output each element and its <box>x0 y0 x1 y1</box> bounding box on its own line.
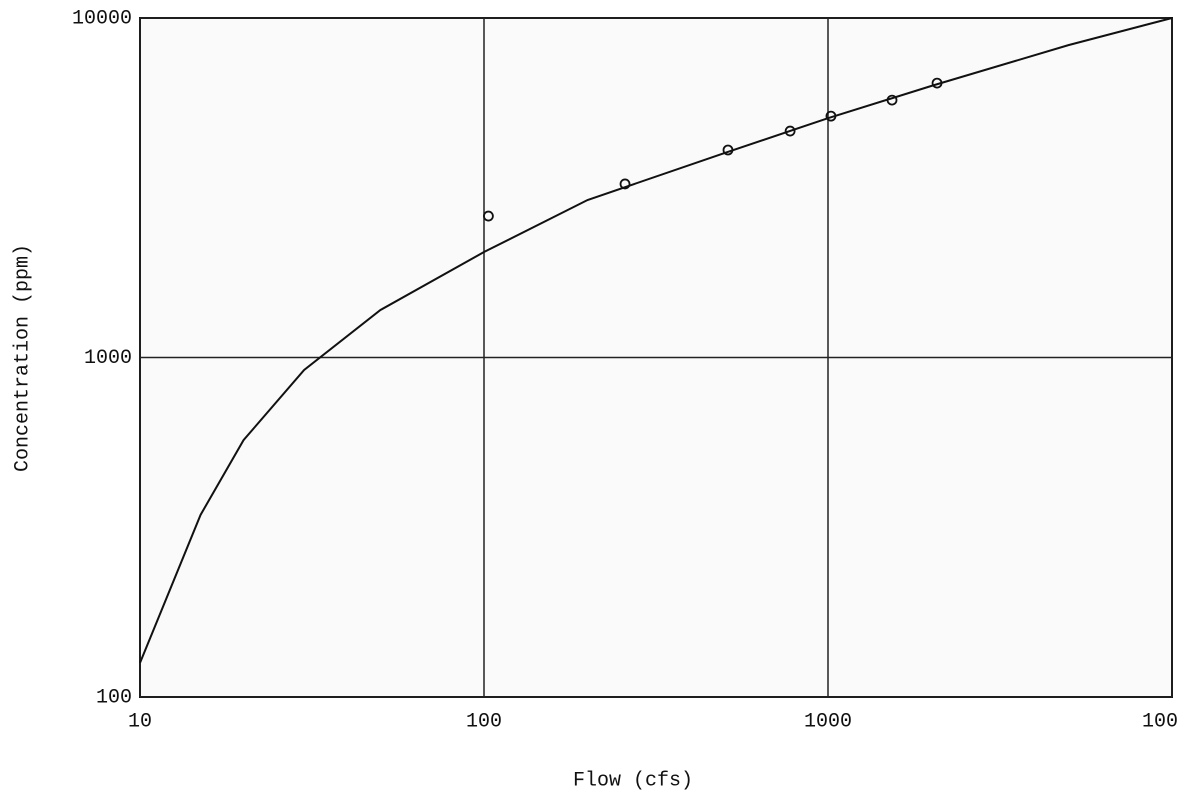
data-point <box>784 125 796 137</box>
data-point <box>483 210 494 222</box>
data-point <box>619 178 631 190</box>
x-axis-label: Flow (cfs) <box>573 769 693 792</box>
y-tick-label: 10000 <box>72 7 132 30</box>
y-tick-label: 100 <box>96 686 132 709</box>
x-tick-label: 10000 <box>1142 710 1179 733</box>
curve <box>139 17 1173 664</box>
y-axis-label: Concentration (ppm) <box>11 244 34 472</box>
x-tick-label: 100 <box>466 710 502 733</box>
x-tick-label: 10 <box>128 710 152 733</box>
y-tick-label: 1000 <box>84 347 132 370</box>
x-tick-label: 1000 <box>804 710 852 733</box>
